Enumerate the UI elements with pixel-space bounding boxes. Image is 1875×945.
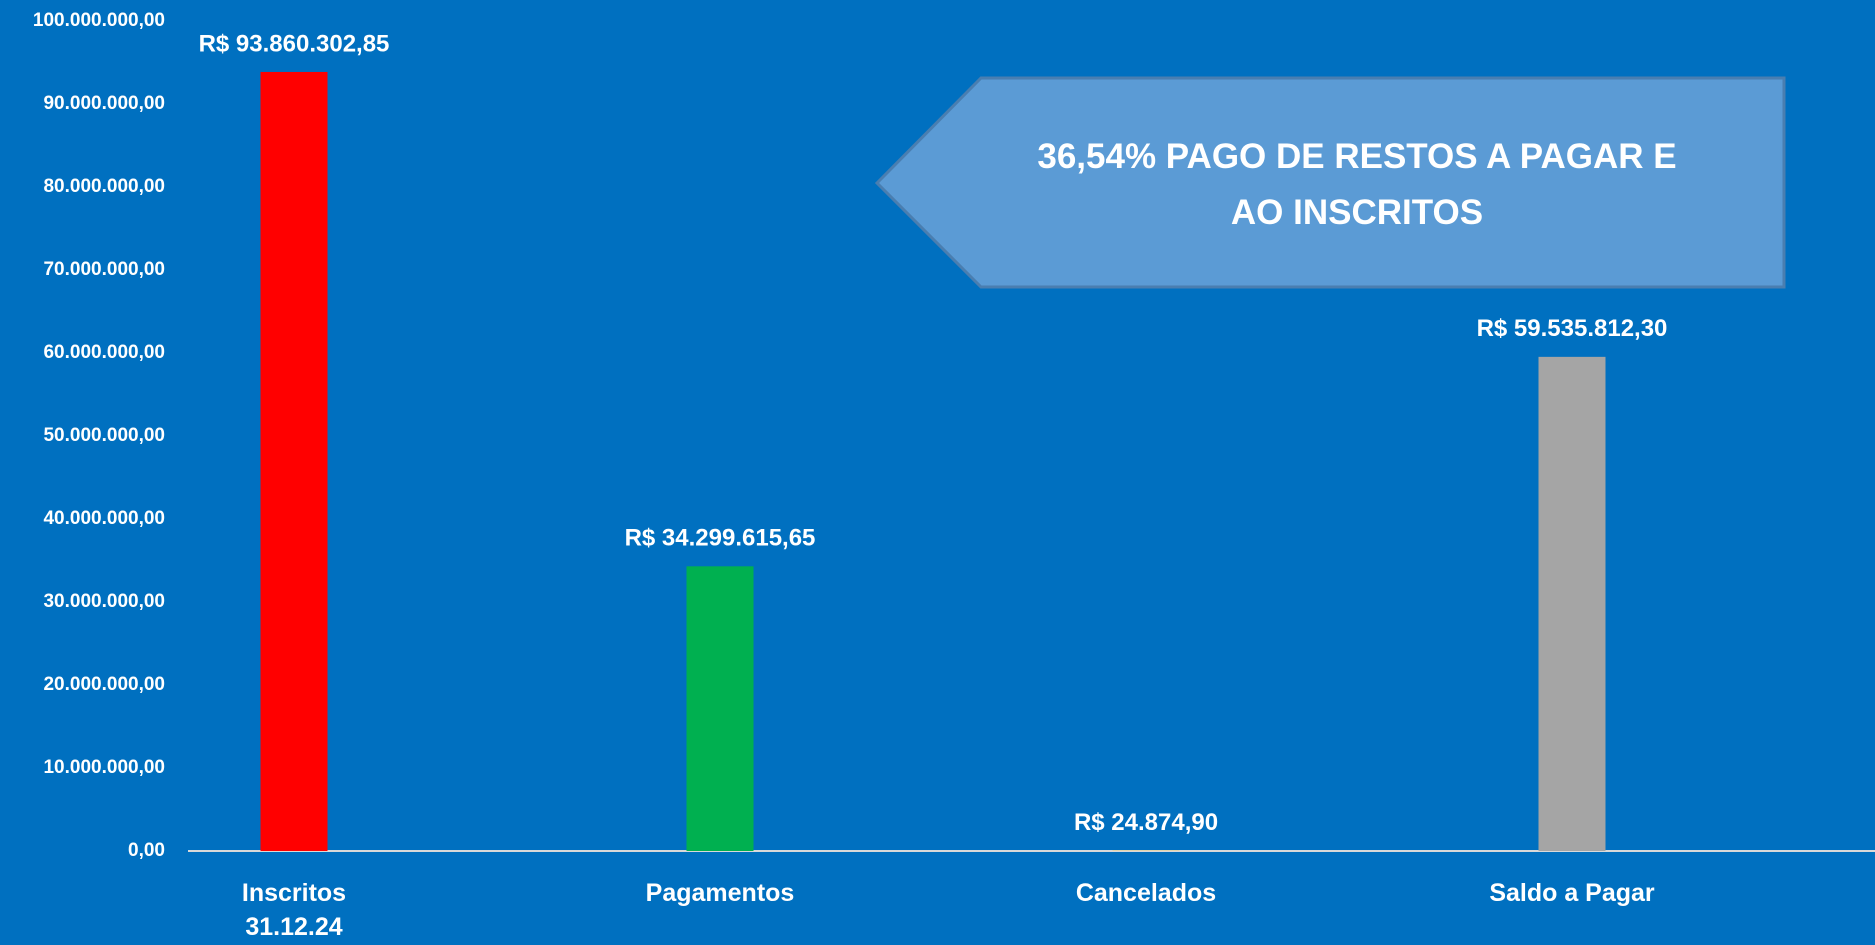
value-label: R$ 59.535.812,30 (1477, 315, 1668, 342)
x-tick-label: Inscritos 31.12.24 (241, 879, 347, 941)
y-tick-label: 20.000.000,00 (43, 674, 165, 695)
y-tick-label: 100.000.000,00 (33, 10, 165, 31)
bar (686, 566, 754, 851)
y-tick-label: 50.000.000,00 (43, 425, 165, 446)
y-tick-label: 70.000.000,00 (43, 259, 165, 280)
y-tick-label: 40.000.000,00 (43, 508, 165, 529)
x-tick-label: Pagamentos (645, 879, 795, 907)
y-tick-label: 10.000.000,00 (43, 757, 165, 778)
value-label: R$ 24.874,90 (1074, 809, 1218, 836)
annotation: 36,54% PAGO DE RESTOS A PAGAR E AO INSCR… (1037, 137, 1677, 232)
callout (874, 76, 1786, 289)
x-tick-label: Cancelados (1075, 879, 1217, 907)
bar (1538, 356, 1606, 851)
bar (260, 71, 328, 852)
y-tick-label: 80.000.000,00 (43, 176, 165, 197)
x-tick-label: Saldo a Pagar (1489, 879, 1655, 907)
y-tick-label: 90.000.000,00 (43, 93, 165, 114)
value-label: R$ 93.860.302,85 (199, 30, 390, 57)
y-tick-label: 60.000.000,00 (43, 342, 165, 363)
y-tick-label: 30.000.000,00 (43, 591, 165, 612)
y-tick-label: 0,00 (128, 840, 165, 861)
value-label: R$ 34.299.615,65 (625, 525, 816, 552)
